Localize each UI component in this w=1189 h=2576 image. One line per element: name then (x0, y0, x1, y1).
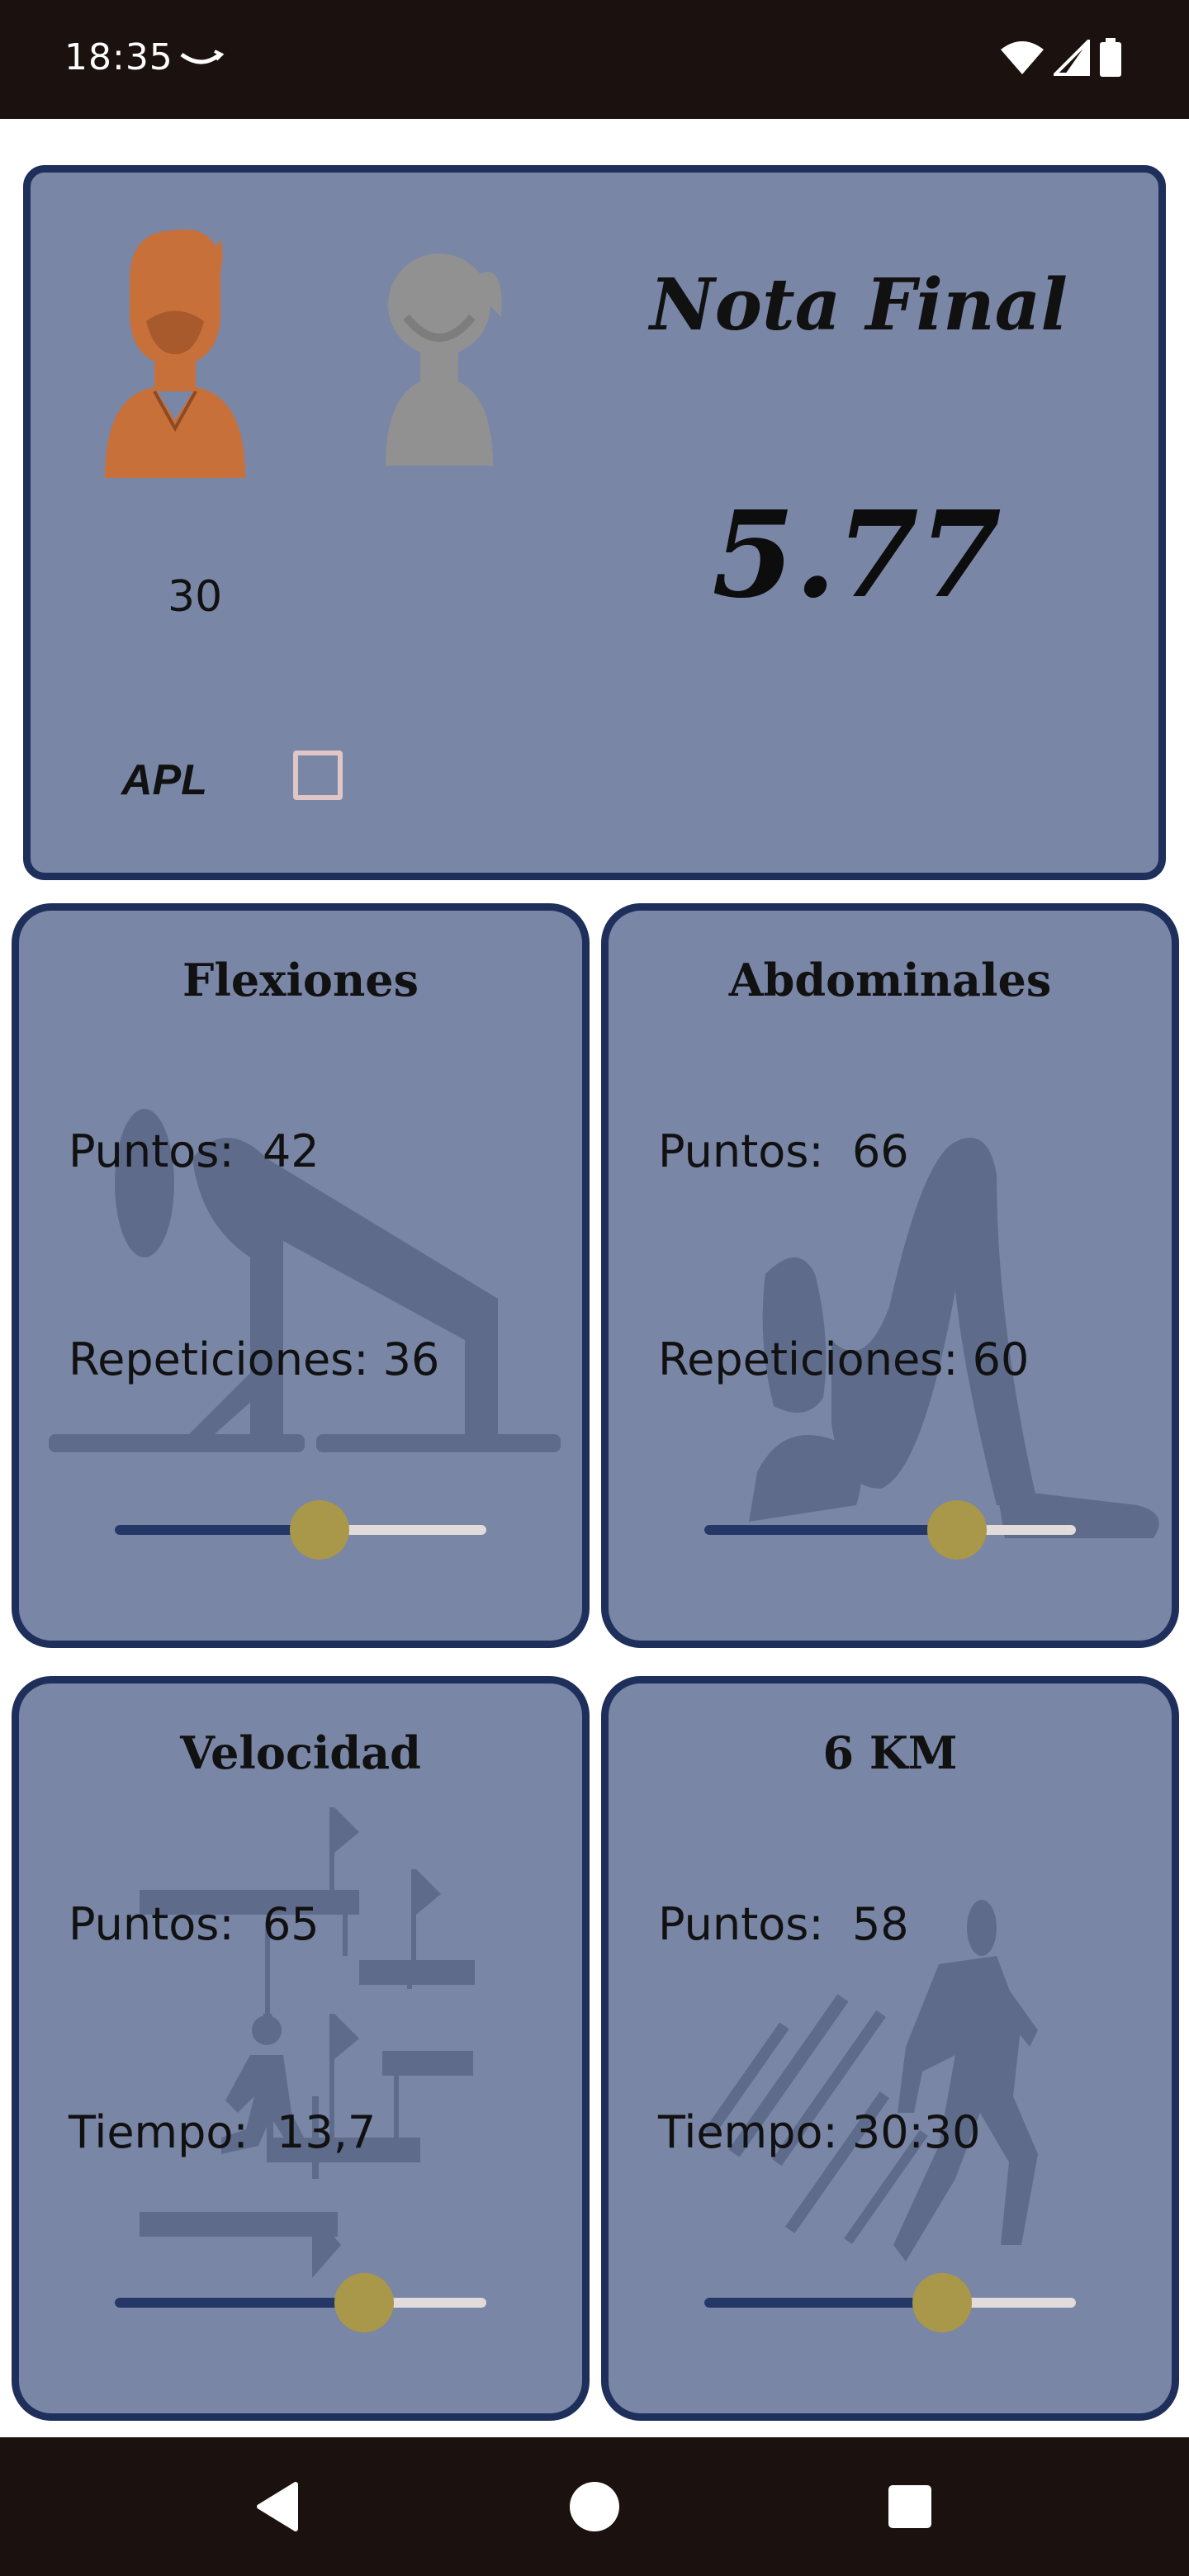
time-slider[interactable] (115, 2273, 486, 2332)
points-value: 42 (262, 1125, 320, 1177)
male-avatar-icon[interactable] (97, 222, 253, 478)
reps-label: Repeticiones: (69, 1333, 369, 1385)
back-button[interactable] (236, 2465, 319, 2548)
tile-velocidad: Velocidad Puntos: 65 Tiempo: 13,7 (12, 1676, 590, 2421)
reps-slider[interactable] (704, 1500, 1076, 1560)
apl-checkbox[interactable] (293, 751, 343, 800)
slider-fill (704, 1525, 957, 1535)
status-bar: 18:35 (0, 0, 1189, 119)
slider-thumb[interactable] (912, 2273, 972, 2332)
final-grade-title: Nota Final (649, 263, 1068, 347)
tile-flexiones: Flexiones Puntos: 42 Repeticiones: 36 (12, 903, 590, 1648)
age-value[interactable]: 30 (168, 572, 223, 622)
tile-title: Flexiones (182, 954, 419, 1006)
reps-line: Repeticiones: 36 (69, 1333, 439, 1385)
tile-abdominales: Abdominales Puntos: 66 Repeticiones: 60 (601, 903, 1179, 1648)
slider-thumb[interactable] (334, 2273, 394, 2332)
points-label: Puntos: (658, 1898, 824, 1950)
reps-label: Repeticiones: (658, 1333, 959, 1385)
back-icon (257, 2482, 298, 2531)
time-label: Tiempo: (69, 2106, 249, 2158)
situp-icon (749, 1138, 1159, 1538)
slider-thumb[interactable] (927, 1500, 987, 1560)
navigation-bar (0, 2437, 1189, 2576)
female-avatar-icon[interactable] (361, 226, 518, 474)
time-value: 30:30 (851, 2106, 981, 2158)
time-label: Tiempo: (658, 2106, 838, 2158)
points-value: 58 (851, 1898, 909, 1950)
tile-title: 6 KM (822, 1726, 958, 1779)
final-grade-card: Nota Final 5.77 30 APL (23, 165, 1166, 880)
tile-title: Abdominales (728, 954, 1052, 1006)
slider-thumb[interactable] (289, 1500, 349, 1560)
apl-label: APL (121, 756, 207, 804)
points-line: Puntos: 58 (658, 1898, 909, 1950)
reps-value: 60 (972, 1333, 1030, 1385)
points-label: Puntos: (69, 1125, 234, 1177)
slider-fill (115, 2298, 364, 2308)
recents-button[interactable] (869, 2465, 951, 2548)
points-value: 66 (851, 1125, 909, 1177)
status-time: 18:35 (64, 36, 173, 78)
runner-icon (703, 1900, 1038, 2261)
slider-fill (115, 1525, 320, 1535)
reps-line: Repeticiones: 60 (658, 1333, 1029, 1385)
reps-slider[interactable] (115, 1500, 486, 1560)
points-line: Puntos: 65 (69, 1898, 320, 1950)
time-value: 13,7 (277, 2106, 377, 2158)
points-value: 65 (262, 1898, 320, 1950)
time-line: Tiempo: 30:30 (658, 2106, 980, 2158)
wifi-icon (1001, 41, 1044, 74)
reps-value: 36 (382, 1333, 440, 1385)
points-line: Puntos: 42 (69, 1125, 320, 1177)
battery-icon (1100, 38, 1121, 77)
points-label: Puntos: (69, 1898, 234, 1950)
tile-title: Velocidad (180, 1726, 421, 1779)
recents-icon (888, 2485, 931, 2528)
amazon-smile-icon (180, 50, 225, 64)
speed-course-icon (140, 1807, 475, 2278)
pushup-icon (49, 1109, 561, 1452)
slider-fill (704, 2298, 942, 2308)
final-grade-score: 5.77 (712, 485, 1002, 624)
home-icon (570, 2482, 619, 2531)
points-label: Puntos: (658, 1125, 824, 1177)
tile-6km: 6 KM Puntos: 58 Tiempo: 30:30 (601, 1676, 1179, 2421)
home-button[interactable] (553, 2465, 636, 2548)
time-slider[interactable] (704, 2273, 1076, 2332)
cellular-signal-icon (1054, 40, 1090, 76)
points-line: Puntos: 66 (658, 1125, 909, 1177)
time-line: Tiempo: 13,7 (69, 2106, 376, 2158)
